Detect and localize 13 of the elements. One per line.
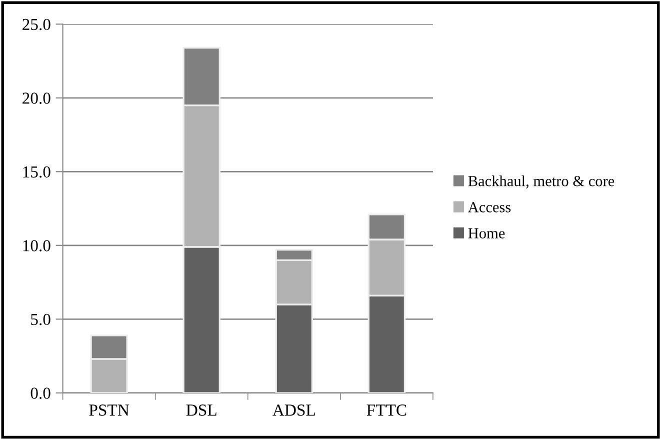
y-tick-label: 5.0: [31, 314, 50, 326]
y-tick-label: 15.0: [23, 166, 50, 178]
x-tick-label: FTTC: [366, 404, 406, 416]
legend-label: Home: [468, 228, 505, 238]
y-tick-label: 20.0: [22, 92, 50, 104]
y-tick-label: 10.0: [23, 240, 50, 252]
legend-label: Access: [468, 202, 511, 212]
x-tick-label: ADSL: [272, 404, 315, 416]
legend-label: Backhaul, metro & core: [468, 176, 614, 188]
x-tick-label: PSTN: [89, 404, 130, 416]
y-tick-label: 25.0: [22, 18, 50, 30]
y-tick-label: 0.0: [30, 388, 50, 399]
x-tick-label: DSL: [186, 404, 216, 416]
